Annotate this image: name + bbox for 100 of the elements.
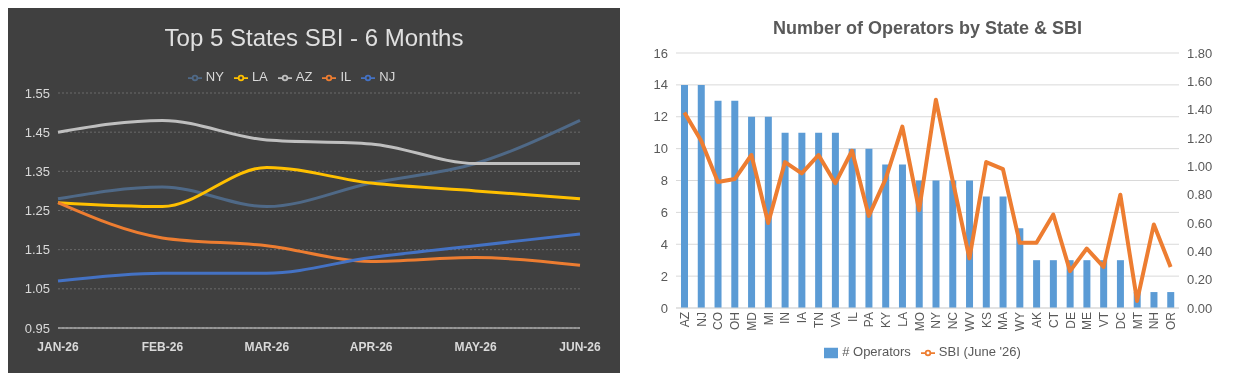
x-tick-label: IL	[845, 311, 860, 323]
legend-label: NJ	[379, 69, 396, 84]
y2-tick-label: 0.40	[1187, 243, 1213, 259]
x-tick-label: MI	[761, 312, 776, 326]
x-tick-label: MT	[1130, 311, 1145, 330]
y2-tick-label: 0.00	[1187, 300, 1213, 316]
legend-label: LA	[251, 69, 268, 84]
x-tick-label: AZ	[677, 312, 692, 328]
bar	[1033, 260, 1041, 308]
line-series	[56, 201, 582, 267]
bar	[1116, 260, 1124, 308]
bar	[764, 116, 772, 308]
bar	[714, 100, 722, 308]
x-tick-label: APR-26	[349, 339, 393, 354]
x-tick-label: DE	[1063, 312, 1078, 329]
line-series	[56, 165, 582, 209]
y-tick-label: 1.05	[24, 281, 50, 297]
bar	[898, 164, 906, 308]
chart-title: Top 5 States SBI - 6 Months	[163, 23, 465, 53]
y-tick-label: 4	[660, 236, 668, 252]
line-series	[56, 118, 582, 165]
bar	[999, 196, 1007, 308]
y-tick-label: 16	[653, 45, 668, 61]
bar	[1150, 292, 1158, 308]
x-tick-label: MAR-26	[244, 339, 290, 354]
bar	[781, 132, 789, 308]
x-tick-label: OR	[1164, 311, 1179, 330]
x-tick-label: CT	[1046, 311, 1061, 328]
legend-label: SBI (June '26)	[938, 344, 1021, 359]
y-tick-label: 0.95	[24, 320, 50, 336]
x-tick-label: PA	[862, 312, 877, 328]
x-tick-label: MAY-26	[454, 339, 498, 354]
y2-tick-label: 1.00	[1187, 158, 1213, 174]
y-tick-label: 1.55	[24, 85, 50, 101]
x-tick-label: NH	[1147, 312, 1162, 330]
bar	[798, 132, 806, 308]
y-tick-label: 6	[660, 204, 668, 220]
x-tick-label: IN	[778, 312, 793, 324]
y-tick-label: 10	[653, 141, 668, 157]
bar	[1049, 260, 1057, 308]
bar	[982, 196, 990, 308]
y-tick-label: 1.35	[24, 163, 50, 179]
y2-tick-label: 0.20	[1187, 272, 1213, 288]
bar	[697, 84, 705, 308]
x-tick-label: AK	[1030, 312, 1044, 329]
x-tick-label: VA	[828, 312, 843, 328]
x-tick-label: VT	[1097, 311, 1112, 328]
x-tick-label: MD	[744, 311, 759, 331]
x-tick-label: IA	[795, 312, 810, 324]
line-series	[56, 232, 582, 283]
y-tick-label: 0	[660, 300, 668, 316]
bar	[1083, 260, 1091, 308]
bar	[815, 132, 823, 308]
y-tick-label: 12	[653, 109, 668, 125]
x-tick-label: NC	[946, 311, 961, 330]
x-tick-label: NJ	[694, 312, 709, 327]
bar	[848, 148, 856, 308]
bar	[748, 116, 756, 308]
y2-tick-label: 1.80	[1187, 45, 1213, 61]
x-tick-label: DC	[1113, 311, 1128, 330]
x-tick-label: KY	[879, 312, 894, 329]
y2-tick-label: 1.40	[1187, 102, 1213, 118]
x-tick-label: NY	[929, 312, 944, 329]
legend-label: AZ	[295, 69, 313, 84]
x-tick-label: MO	[912, 312, 927, 332]
y-tick-label: 1.45	[24, 124, 50, 140]
bar	[731, 100, 739, 308]
x-tick-label: OH	[728, 312, 743, 330]
legend-label: IL	[340, 69, 352, 84]
y-tick-label: 2	[660, 268, 668, 284]
x-tick-label: WV	[962, 312, 977, 332]
line-series	[56, 118, 582, 209]
bar	[865, 148, 873, 308]
y2-tick-label: 0.60	[1187, 215, 1213, 231]
bar	[932, 180, 940, 308]
y-tick-label: 1.15	[24, 242, 50, 258]
x-tick-label: CO	[711, 312, 726, 330]
x-tick-label: LA	[895, 312, 910, 327]
bar	[681, 84, 688, 308]
y2-tick-label: 1.60	[1187, 73, 1213, 89]
x-tick-label: FEB-26	[141, 339, 184, 354]
line-series	[682, 97, 1173, 303]
x-tick-label: ME	[1080, 312, 1095, 330]
y2-tick-label: 0.80	[1187, 187, 1213, 203]
bar	[831, 132, 839, 308]
x-tick-label: TN	[812, 312, 827, 328]
bar	[882, 164, 890, 308]
y-tick-label: 8	[660, 173, 668, 189]
y-tick-label: 14	[653, 77, 668, 93]
x-tick-label: JUN-26	[559, 339, 601, 354]
y2-tick-label: 1.20	[1187, 130, 1213, 146]
y-tick-label: 1.25	[24, 203, 50, 219]
x-tick-label: WY	[1013, 312, 1028, 332]
x-tick-label: KS	[979, 312, 994, 329]
bar	[1167, 292, 1175, 308]
bar	[949, 180, 957, 308]
x-tick-label: MA	[996, 312, 1011, 330]
legend-label: NY	[205, 69, 224, 84]
x-tick-label: JAN-26	[37, 339, 79, 354]
chart-title: Number of Operators by State & SBI	[772, 18, 1083, 38]
